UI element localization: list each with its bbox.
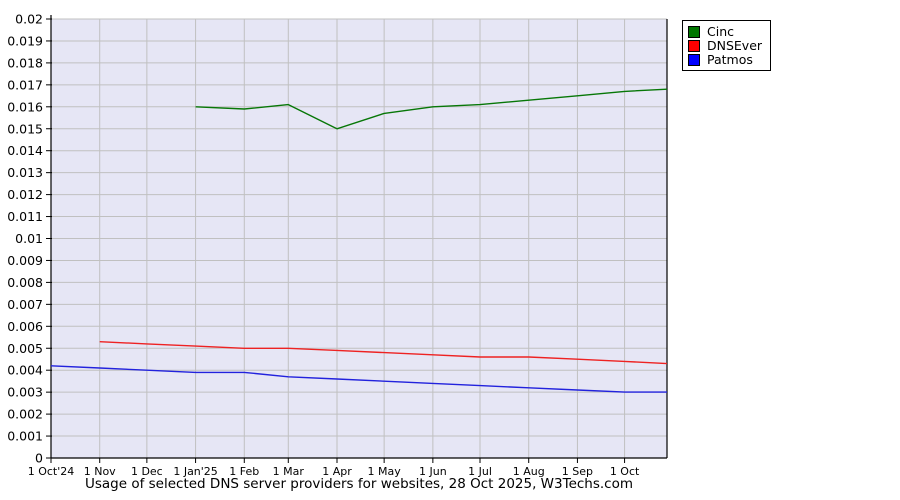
- x-tick-label: 1 Feb: [229, 465, 259, 478]
- series-line-dnsever: [99, 341, 668, 365]
- legend-label-patmos: Patmos: [707, 52, 753, 67]
- y-tick-label: 0.013: [7, 165, 43, 180]
- y-tick-label: 0.014: [7, 143, 43, 158]
- legend-swatch-dnsever: [688, 39, 700, 52]
- y-tick-label: 0.017: [7, 77, 43, 92]
- x-tick-label: 1 Jul: [468, 465, 492, 478]
- x-tick-label: 1 Sep: [562, 465, 593, 478]
- chart-title: Usage of selected DNS server providers f…: [84, 476, 634, 492]
- legend-label-cinc: Cinc: [707, 24, 734, 39]
- x-tick-label: 1 Apr: [322, 465, 352, 478]
- y-tick-label: 0.019: [7, 33, 43, 48]
- y-tick-label: 0.003: [7, 385, 43, 400]
- y-tick-label: 0.01: [15, 231, 43, 246]
- y-tick-label: 0.007: [7, 297, 43, 312]
- y-tick-label: 0.011: [7, 209, 43, 224]
- x-tick-label: 1 Aug: [513, 465, 545, 478]
- series-line-patmos: [50, 365, 667, 393]
- x-tick-label: 1 Oct'24: [28, 465, 75, 478]
- legend-swatch-patmos: [688, 53, 700, 66]
- x-tick-label: 1 Mar: [273, 465, 305, 478]
- y-tick-label: 0.005: [7, 341, 43, 356]
- legend-item-patmos: Patmos: [688, 53, 762, 66]
- x-tick-label: 1 Jan'25: [173, 465, 217, 478]
- legend-item-cinc: Cinc: [688, 25, 762, 38]
- x-tick-label: 1 Jun: [419, 465, 447, 478]
- y-tick-label: 0.006: [7, 319, 43, 334]
- y-tick-label: 0.002: [7, 407, 43, 422]
- y-tick-label: 0.001: [7, 429, 43, 444]
- y-tick-label: 0.009: [7, 253, 43, 268]
- x-tick-label: 1 Oct: [610, 465, 640, 478]
- y-tick-label: 0.015: [7, 121, 43, 136]
- y-tick-label: 0.018: [7, 55, 43, 70]
- x-tick-label: 1 May: [368, 465, 402, 478]
- x-tick-label: 1 Dec: [131, 465, 163, 478]
- x-tick-label: 1 Nov: [84, 465, 116, 478]
- y-tick-label: 0.012: [7, 187, 43, 202]
- y-tick-label: 0.004: [7, 363, 43, 378]
- y-tick-label: 0.008: [7, 275, 43, 290]
- legend-label-dnsever: DNSEver: [707, 38, 763, 53]
- y-tick-label: 0.016: [7, 99, 43, 114]
- legend-swatch-cinc: [688, 25, 700, 38]
- y-tick-label: 0.02: [15, 12, 43, 27]
- y-tick-label: 0: [35, 451, 43, 466]
- legend-item-dnsever: DNSEver: [688, 39, 762, 52]
- legend: Cinc DNSEver Patmos: [682, 20, 772, 71]
- series-line-cinc: [195, 88, 668, 130]
